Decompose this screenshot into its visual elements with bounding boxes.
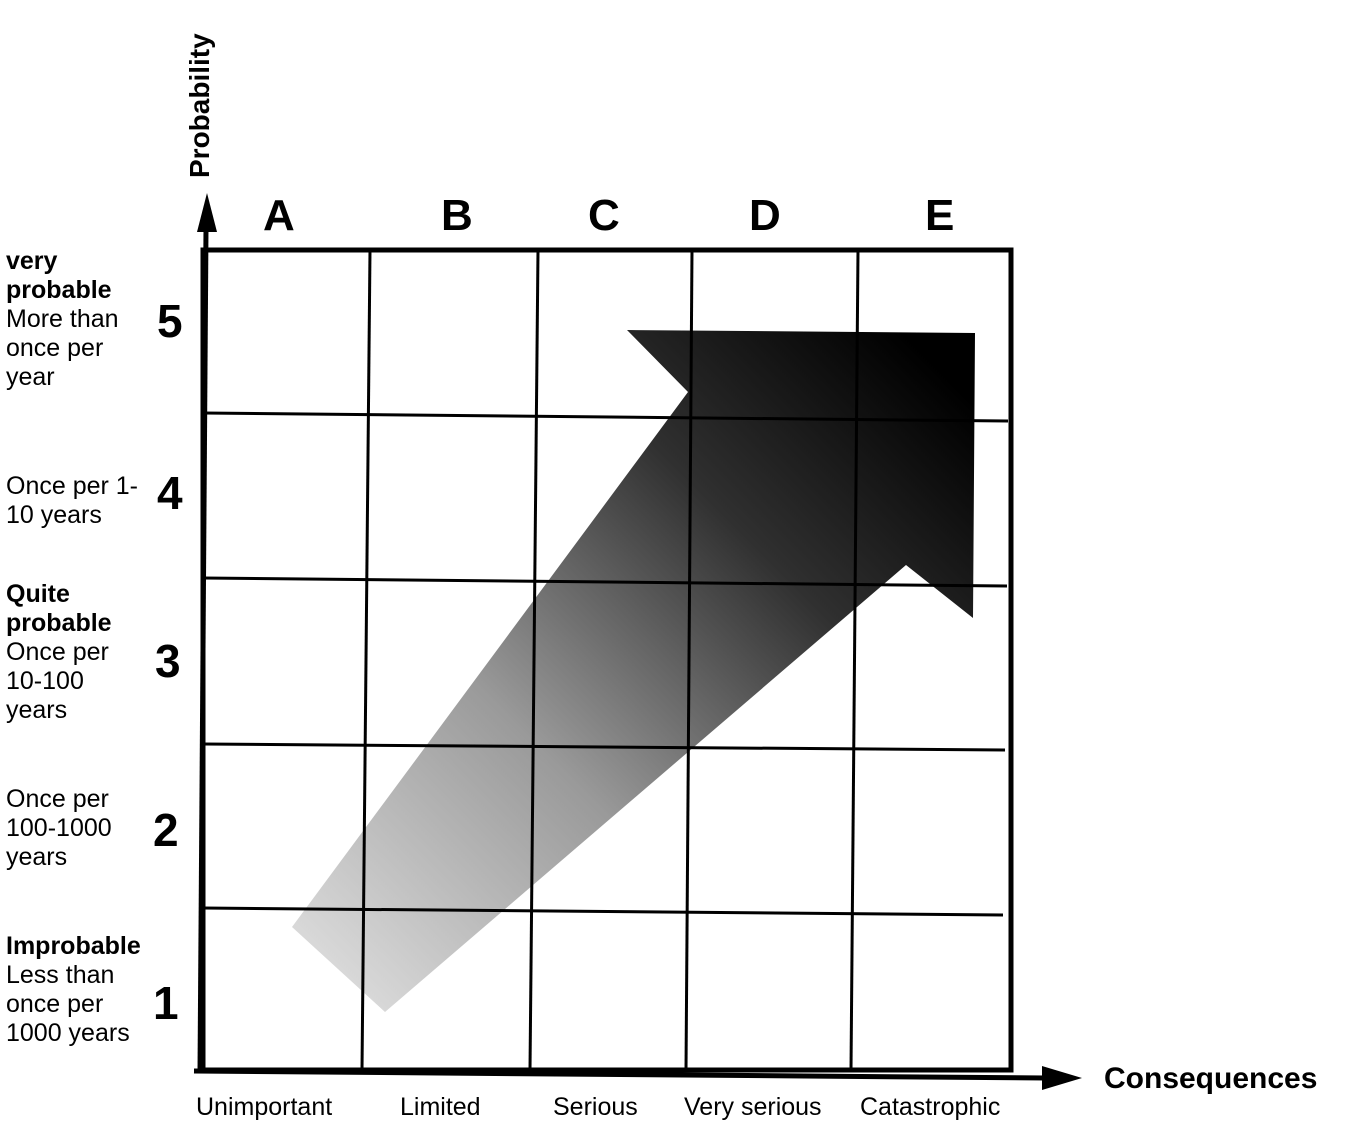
axes	[193, 193, 1082, 1090]
grid-row-line	[202, 906, 1004, 917]
column-label-limited: Limited	[400, 1093, 481, 1121]
grid-col-line	[849, 249, 860, 1071]
row-number-1: 1	[153, 977, 179, 1029]
column-letter-a: A	[263, 191, 295, 240]
row-number-2: 2	[153, 804, 179, 856]
row-label-4: Once per 1-10 years	[6, 472, 151, 530]
column-letter-e: E	[925, 191, 955, 240]
y-axis-arrowhead	[197, 193, 217, 232]
x-axis-title: Consequences	[1104, 1062, 1318, 1095]
y-axis-line	[197, 227, 209, 1073]
row-title-5: very probable	[6, 247, 112, 304]
column-letter-c: C	[588, 191, 620, 240]
row-title-1: Improbable	[6, 932, 141, 960]
row-desc-4: Once per 1-10 years	[6, 472, 139, 529]
grid-col-line	[528, 249, 540, 1071]
row-title-3: Quite probable	[6, 580, 112, 637]
column-label-catastrophic: Catastrophic	[860, 1093, 1001, 1121]
row-desc-3: Once per 10-100 years	[6, 638, 109, 724]
row-desc-2: Once per 100-1000 years	[6, 785, 112, 871]
grid-col-line	[360, 249, 372, 1071]
grid-row-line	[202, 411, 1009, 423]
risk-arrow-shape	[292, 330, 975, 1012]
column-label-serious: Serious	[553, 1093, 638, 1121]
grid-row-line	[202, 576, 1008, 588]
row-label-3: Quite probable Once per 10-100 years	[6, 580, 141, 725]
column-label-unimportant: Unimportant	[196, 1093, 333, 1121]
x-axis-line	[193, 1068, 1047, 1081]
column-letter-d: D	[749, 191, 781, 240]
column-label-very-serious: Very serious	[684, 1093, 822, 1121]
grid-row-line	[202, 742, 1006, 752]
row-desc-1: Less than once per 1000 years	[6, 961, 130, 1047]
row-number-3: 3	[155, 635, 181, 687]
row-label-5: very probable More than once per year	[6, 247, 146, 392]
y-axis-title: Probability	[184, 33, 215, 178]
grid-col-line	[684, 249, 694, 1071]
x-axis-arrowhead	[1042, 1066, 1082, 1090]
row-desc-5: More than once per year	[6, 305, 119, 391]
row-number-5: 5	[157, 295, 183, 347]
row-label-1: Improbable Less than once per 1000 years	[6, 932, 156, 1048]
row-label-2: Once per 100-1000 years	[6, 785, 141, 872]
column-letter-b: B	[441, 191, 473, 240]
row-number-4: 4	[157, 467, 183, 519]
